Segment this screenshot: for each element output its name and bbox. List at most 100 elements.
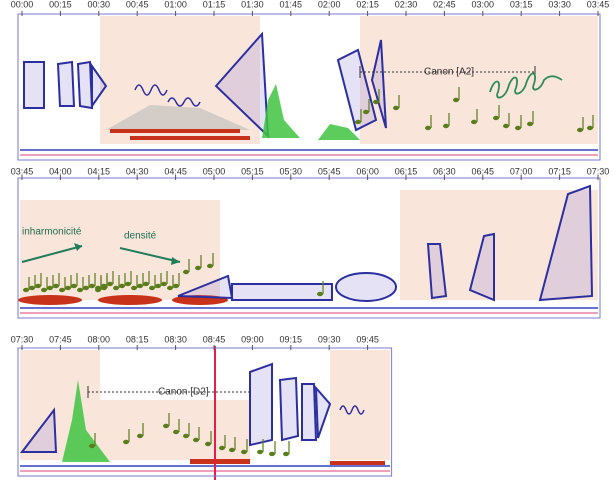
time-label: 08:30 <box>164 334 187 344</box>
panel-frame <box>17 177 601 319</box>
note-head <box>373 99 379 105</box>
shape <box>231 283 333 301</box>
time-label: 06:30 <box>433 166 456 176</box>
spectral-haze <box>330 350 390 460</box>
note-head <box>163 423 169 429</box>
note-head <box>107 281 113 287</box>
note-head <box>393 105 399 111</box>
time-label: 02:30 <box>395 0 418 9</box>
time-label: 09:45 <box>356 334 379 344</box>
note-head <box>95 285 101 291</box>
time-label: 03:00 <box>472 0 495 9</box>
shape <box>314 385 332 439</box>
shape <box>335 272 397 302</box>
note-head <box>123 439 129 445</box>
green-mass <box>62 380 110 462</box>
arrow <box>119 247 181 263</box>
squiggle <box>167 97 201 107</box>
time-label: 04:00 <box>49 166 72 176</box>
note-head <box>161 281 167 287</box>
note-head <box>317 291 323 297</box>
note-head <box>29 285 35 291</box>
note-head <box>453 97 459 103</box>
time-label: 03:30 <box>548 0 571 9</box>
note-head <box>577 127 583 133</box>
note-head <box>65 285 71 291</box>
time-label: 04:15 <box>88 166 111 176</box>
note-head <box>241 449 247 455</box>
time-label: 02:45 <box>433 0 456 9</box>
shape <box>23 61 45 109</box>
note-head <box>35 283 41 289</box>
green-mass <box>318 124 360 140</box>
time-label: 05:45 <box>318 166 341 176</box>
note-head <box>113 285 119 291</box>
note-head <box>137 283 143 289</box>
time-label: 02:00 <box>318 0 341 9</box>
time-label: 06:15 <box>395 166 418 176</box>
panel-frame <box>17 13 601 161</box>
arrow-head <box>171 257 180 265</box>
note-head <box>207 263 213 269</box>
note-head <box>101 283 107 289</box>
bass-bar <box>110 129 240 133</box>
note-head <box>125 281 131 287</box>
loops <box>489 72 563 99</box>
annotation: Canon [A2] <box>424 67 474 78</box>
bass-bar <box>98 295 162 305</box>
time-label: 07:30 <box>587 166 610 176</box>
shape <box>177 274 234 300</box>
note-head <box>195 265 201 271</box>
time-label: 06:00 <box>356 166 379 176</box>
note-head <box>137 433 143 439</box>
time-label: 06:45 <box>472 166 495 176</box>
shape <box>56 60 76 107</box>
time-label: 07:15 <box>548 166 571 176</box>
shape <box>278 376 300 442</box>
squiggle <box>134 84 168 96</box>
panel-3-graphics <box>19 346 390 480</box>
note-head <box>443 123 449 129</box>
time-label: 09:30 <box>318 334 341 344</box>
note-head <box>183 433 189 439</box>
time-label: 03:45 <box>587 0 610 9</box>
note-head <box>229 447 235 453</box>
time-label: 01:00 <box>164 0 187 9</box>
time-label: 08:45 <box>203 334 226 344</box>
time-label: 04:45 <box>164 166 187 176</box>
note-head <box>363 109 369 115</box>
note-head <box>257 449 263 455</box>
annotation: Canon [D2] <box>158 387 209 398</box>
time-label: 00:30 <box>88 0 111 9</box>
panel-frame <box>17 347 393 477</box>
bass-bar <box>190 459 250 464</box>
note-head <box>155 283 161 289</box>
arrow-head <box>74 243 82 251</box>
arrow <box>21 245 83 263</box>
note-head <box>47 285 53 291</box>
time-label: 01:15 <box>203 0 226 9</box>
shape <box>538 184 594 302</box>
time-label: 01:30 <box>241 0 264 9</box>
note-head <box>193 437 199 443</box>
note-head <box>131 285 137 291</box>
bass-bar <box>18 295 82 305</box>
shape <box>426 243 448 300</box>
note-head <box>149 285 155 291</box>
time-label: 05:00 <box>203 166 226 176</box>
time-label: 00:15 <box>49 0 72 9</box>
note-head <box>283 451 289 457</box>
time-label: 07:45 <box>49 334 72 344</box>
shape <box>19 407 58 453</box>
note-head <box>23 287 29 293</box>
note-head <box>471 119 477 125</box>
note-head <box>173 429 179 435</box>
panel-1-graphics <box>20 16 598 156</box>
note-head <box>173 283 179 289</box>
note-head <box>89 283 95 289</box>
time-label: 05:15 <box>241 166 264 176</box>
note-head <box>119 283 125 289</box>
note-head <box>219 445 225 451</box>
note-head <box>587 125 593 131</box>
